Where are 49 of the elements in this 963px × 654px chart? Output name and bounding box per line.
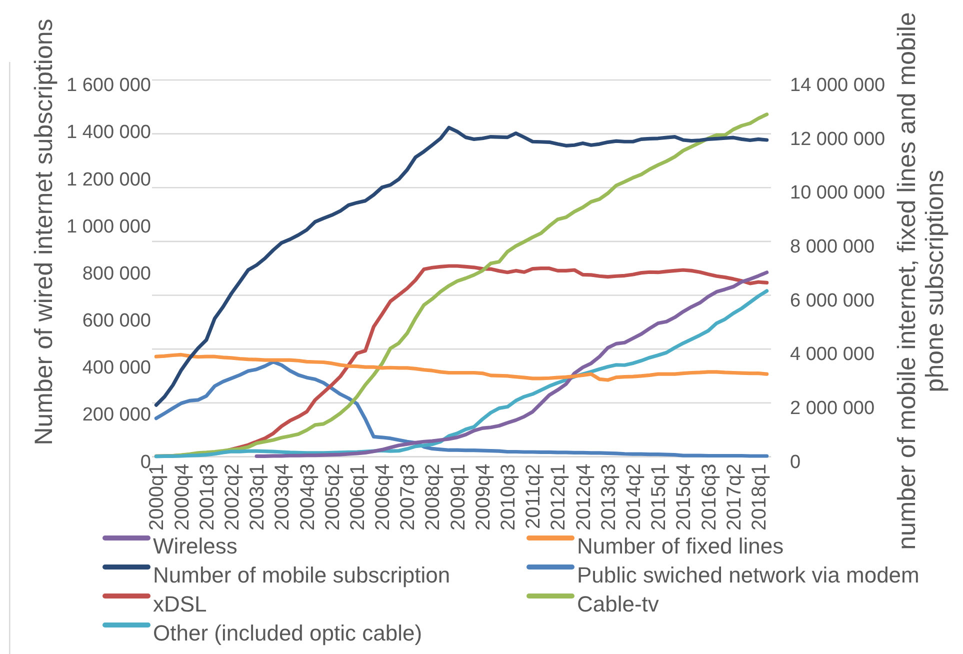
y-tick-label: 400 000	[82, 358, 151, 379]
y2-tick-label: 0	[790, 452, 801, 473]
x-tick-label: 2002q2	[221, 464, 244, 530]
x-tick-label: 2017q2	[723, 464, 746, 530]
legend-label: xDSL	[153, 592, 207, 616]
y2-tick-label: 12 000 000	[790, 128, 886, 150]
legend-label: Other (included optic cable)	[153, 620, 422, 646]
x-tick-label: 2012q1	[548, 464, 570, 530]
x-tick-label: 2009q4	[472, 464, 494, 530]
x-tick-label: 2012q4	[572, 464, 595, 530]
x-tick-label: 2014q2	[622, 464, 645, 530]
x-tick-label: 2018q1	[748, 464, 770, 530]
x-tick-label: 2010q3	[498, 464, 520, 530]
y2-tick-label: 4 000 000	[790, 344, 875, 366]
y-tick-label: 1 400 000	[66, 122, 151, 144]
x-tick-label: 2015q4	[673, 464, 696, 530]
y2-tick-label: 2 000 000	[790, 398, 875, 419]
y-tick-label: 1 200 000	[66, 169, 151, 190]
x-tick-label: 2005q2	[322, 464, 344, 530]
legend-label: Wireless	[153, 534, 238, 558]
y-tick-label: 1 000 000	[66, 216, 151, 238]
x-tick-label: 2016q3	[698, 464, 720, 530]
x-tick-label: 2004q3	[296, 464, 319, 530]
x-tick-label: 2000q4	[171, 464, 194, 530]
y2-tick-label: 14 000 000	[790, 75, 886, 96]
x-tick-label: 2011q2	[522, 464, 545, 529]
y-tick-label: 1 600 000	[66, 75, 151, 96]
x-tick-label: 2015q1	[648, 464, 670, 530]
x-tick-label: 2007q3	[397, 464, 420, 530]
y-tick-label: 600 000	[82, 310, 151, 332]
x-tick-label: 2003q4	[272, 464, 294, 530]
legend-label: Number of fixed lines	[577, 534, 784, 558]
x-tick-label: 2006q1	[346, 464, 369, 530]
y2-axis-title: number of mobile internet, fixed lines and mobile phone subscriptions	[893, 12, 949, 550]
x-tick-label: 2003q1	[246, 464, 269, 530]
y-tick-label: 800 000	[82, 263, 151, 284]
y2-tick-label: 6 000 000	[790, 290, 875, 312]
x-tick-label: 2008q2	[422, 464, 444, 530]
x-tick-label: 2009q1	[447, 464, 470, 530]
legend-label: Cable-tv	[577, 592, 659, 616]
legend-label: Number of mobile subscription	[153, 562, 450, 588]
x-tick-label: 2001q3	[196, 464, 218, 530]
y-axis-title: Number of wired internet subscriptions	[30, 18, 58, 446]
y2-tick-label: 10 000 000	[790, 182, 886, 204]
legend-label: Public swiched network via modem	[577, 562, 920, 588]
y2-tick-label: 8 000 000	[790, 236, 875, 258]
x-tick-label: 2006q4	[372, 464, 394, 530]
x-tick-label: 2013q3	[598, 464, 620, 530]
y-tick-label: 200 000	[82, 404, 151, 426]
